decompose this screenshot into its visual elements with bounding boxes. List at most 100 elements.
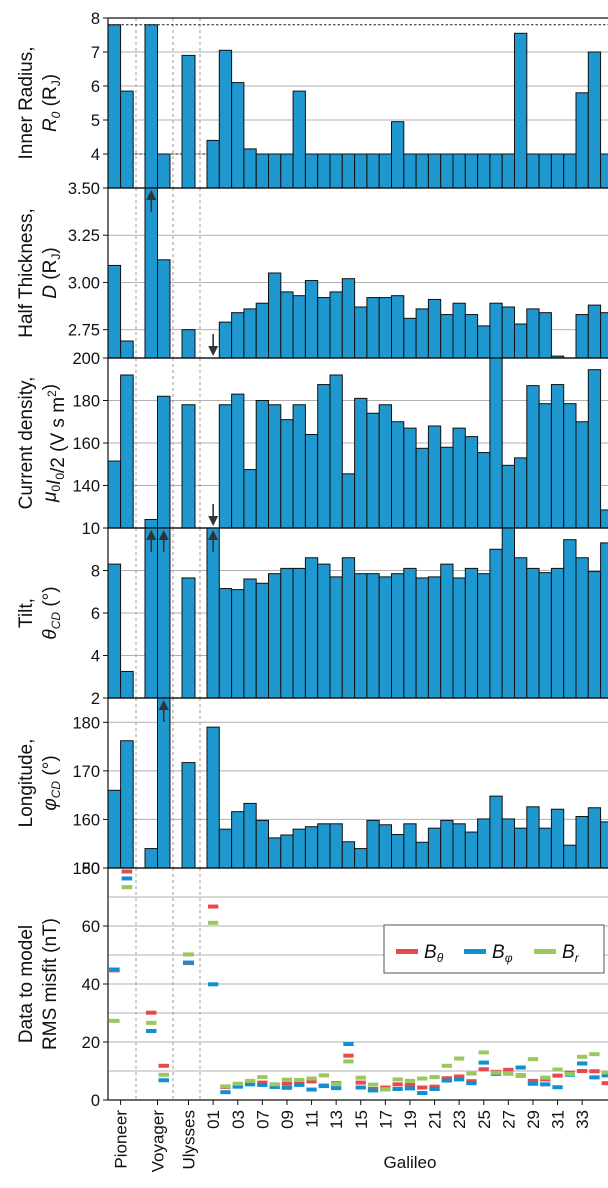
- bar: [415, 308, 429, 359]
- bar: [378, 153, 393, 189]
- arrow-marker: [208, 334, 219, 356]
- misfit-marker-B-r: [404, 1078, 416, 1083]
- bar: [255, 400, 270, 529]
- bar: [526, 153, 540, 189]
- bar: [526, 385, 540, 529]
- bar: [587, 571, 602, 699]
- bar: [550, 153, 565, 189]
- bar: [575, 421, 589, 529]
- bar: [464, 567, 479, 699]
- x-tick-label: Voyager: [149, 1110, 168, 1173]
- y-tick-label: 160: [72, 435, 100, 453]
- bar: [304, 280, 319, 359]
- bar: [452, 302, 466, 359]
- misfit-marker-B-r: [441, 1063, 452, 1068]
- bar: [550, 384, 565, 529]
- misfit-marker-B-phi: [158, 1078, 169, 1083]
- bar: [292, 295, 306, 359]
- bar: [514, 457, 528, 529]
- bar: [206, 527, 220, 699]
- x-tick-label: 19: [401, 1110, 420, 1129]
- misfit-marker-B-r: [294, 1077, 305, 1082]
- y-tick-label: 200: [72, 350, 100, 368]
- bar: [280, 153, 294, 189]
- misfit-marker-B-theta: [441, 1076, 452, 1081]
- bar: [575, 816, 589, 869]
- x-tick-label: 25: [475, 1110, 494, 1129]
- bar: [600, 542, 608, 699]
- misfit-marker-B-r: [503, 1071, 514, 1076]
- misfit-marker-B-phi: [331, 1086, 342, 1091]
- x-tick-label: 11: [303, 1110, 322, 1128]
- panel-tilt: 2 4 6 8 10 Tilt,θCD (°): [16, 520, 608, 708]
- misfit-marker-B-phi: [343, 1042, 354, 1047]
- legend-swatch: [464, 949, 486, 954]
- panel-longitude: 150 160 170 180 Longitude, φCD (°): [16, 697, 608, 878]
- legend: Bθ Bφ Br: [383, 924, 605, 974]
- bar: [575, 92, 589, 189]
- misfit-marker-B-phi: [109, 967, 120, 972]
- misfit-marker-B-r: [564, 1071, 575, 1076]
- bar: [243, 308, 257, 359]
- bar: [464, 436, 479, 529]
- bar: [403, 317, 417, 359]
- misfit-marker-B-r: [208, 920, 219, 925]
- bar: [231, 811, 245, 869]
- bar: [563, 153, 577, 189]
- bar: [292, 567, 306, 699]
- misfit-marker-B-phi: [601, 1073, 608, 1078]
- misfit-marker-B-r: [466, 1071, 477, 1076]
- bar: [341, 153, 356, 189]
- bar: [477, 818, 491, 869]
- arrow-marker: [158, 700, 169, 722]
- bar: [157, 697, 171, 869]
- misfit-marker-B-r: [367, 1082, 379, 1087]
- bar: [268, 272, 282, 359]
- bar: [464, 314, 479, 359]
- bar: [366, 412, 380, 529]
- misfit-marker-B-phi: [355, 1085, 366, 1090]
- misfit-marker-B-r: [392, 1077, 403, 1082]
- misfit-marker-B-phi: [121, 876, 133, 881]
- misfit-marker-B-phi: [232, 1084, 243, 1089]
- bar: [477, 452, 491, 529]
- bar: [464, 153, 479, 189]
- bar: [427, 827, 442, 869]
- misfit-marker-B-phi: [454, 1077, 465, 1082]
- bar: [378, 576, 393, 699]
- misfit-marker-B-phi: [429, 1086, 440, 1091]
- y-label-line2: φCD (°): [40, 755, 63, 810]
- x-tick-label: 07: [253, 1110, 272, 1129]
- bar: [317, 823, 331, 869]
- bar: [538, 572, 552, 699]
- misfit-marker-B-r: [183, 952, 194, 957]
- arrow-head: [146, 530, 157, 540]
- misfit-marker-B-r: [429, 1075, 440, 1080]
- misfit-marker-B-phi: [466, 1081, 477, 1086]
- bar: [243, 469, 257, 529]
- misfit-marker-B-r: [589, 1052, 600, 1057]
- bar: [514, 827, 528, 869]
- x-axis-label: Galileo: [384, 1153, 437, 1172]
- bar: [120, 374, 134, 529]
- bar: [317, 153, 331, 189]
- bar: [354, 397, 368, 529]
- y-tick-label: 7: [91, 44, 100, 62]
- y-label-line1: Longitude,: [16, 739, 37, 828]
- bar: [218, 588, 233, 699]
- bar: [341, 278, 356, 359]
- bar: [157, 153, 171, 189]
- misfit-marker-B-phi: [577, 1061, 588, 1066]
- bar: [181, 577, 196, 699]
- arrow-marker: [208, 530, 219, 552]
- bar: [415, 577, 429, 699]
- bar: [587, 369, 602, 529]
- bar: [218, 321, 233, 359]
- bar: [538, 827, 552, 869]
- bar: [341, 473, 356, 529]
- misfit-marker-B-phi: [527, 1081, 539, 1086]
- bar: [366, 819, 380, 869]
- y-tick-label: 3.25: [68, 227, 100, 245]
- x-tick-label: 29: [524, 1110, 543, 1129]
- y-tick-label: 170: [72, 763, 100, 781]
